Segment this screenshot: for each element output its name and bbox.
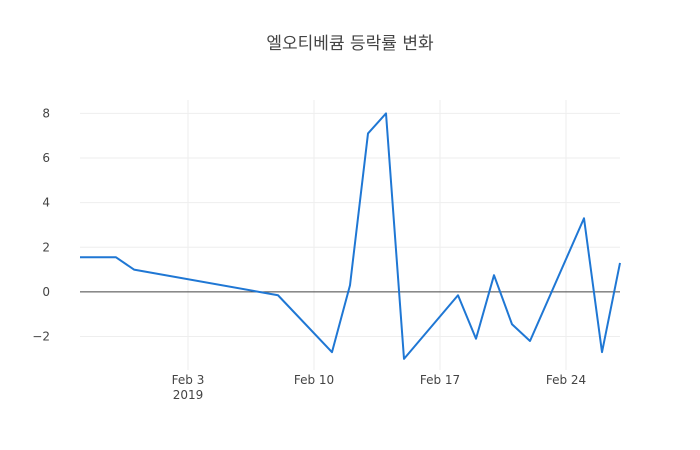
x-tick-label: Feb 10 xyxy=(294,373,334,387)
x-tick-sublabel: 2019 xyxy=(173,388,204,402)
y-axis-ticks: −2 0 2 4 6 8 xyxy=(32,106,50,343)
x-tick-label: Feb 3 xyxy=(172,373,205,387)
y-tick-label: 6 xyxy=(42,151,50,165)
grid xyxy=(80,100,620,370)
y-tick-label: 0 xyxy=(42,285,50,299)
y-tick-label: 2 xyxy=(42,240,50,254)
y-tick-label: 8 xyxy=(42,106,50,120)
y-tick-label: 4 xyxy=(42,196,50,210)
chart-title: 엘오티베큠 등락률 변화 xyxy=(266,34,434,54)
x-tick-label: Feb 24 xyxy=(546,373,586,387)
series-line[interactable] xyxy=(80,112,621,360)
series-layer[interactable] xyxy=(80,112,621,360)
x-tick-label: Feb 17 xyxy=(420,373,460,387)
y-tick-label: −2 xyxy=(32,330,50,344)
